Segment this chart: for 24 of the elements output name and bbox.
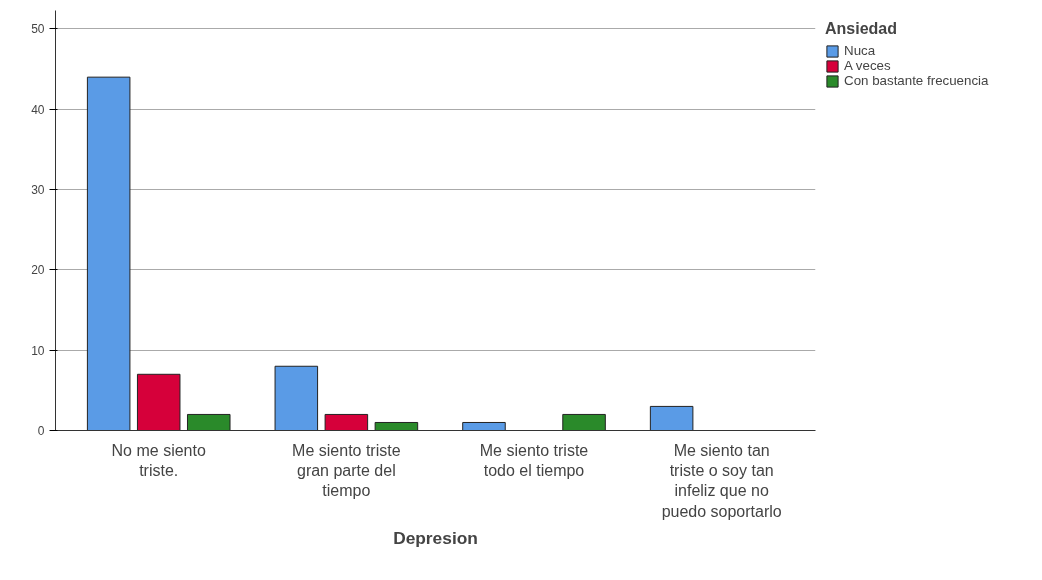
x-tick-label: Me siento triste todo el tiempo	[479, 441, 589, 479]
bar	[86, 76, 131, 431]
bar	[186, 413, 231, 431]
x-tick-label: Me siento tan triste o soy tan infeliz que no puedo soportarlo	[661, 441, 782, 520]
x-axis-title: Depresion	[393, 527, 478, 548]
x-tick-label: Me siento triste gran parte del tiempo	[292, 441, 401, 500]
y-tick-label: 30	[31, 183, 45, 198]
y-tick-label: 50	[31, 22, 45, 37]
bar	[562, 413, 606, 431]
bar	[324, 413, 369, 431]
legend-label: Nuca	[844, 43, 876, 58]
y-tick-label: 10	[31, 343, 45, 358]
y-tick-label: 0	[37, 424, 45, 438]
bar	[136, 373, 181, 431]
legend-label: A veces	[844, 58, 891, 73]
y-tick-label: 20	[31, 263, 45, 278]
legend-title: Ansiedad	[825, 20, 898, 38]
legend-label: Con bastante frecuencia	[844, 73, 989, 88]
y-tick-label: 40	[31, 102, 45, 117]
x-tick-label: No me siento triste.	[111, 441, 206, 479]
bar	[274, 365, 319, 431]
bar	[374, 421, 419, 431]
bar	[649, 405, 694, 431]
bar	[462, 421, 506, 431]
